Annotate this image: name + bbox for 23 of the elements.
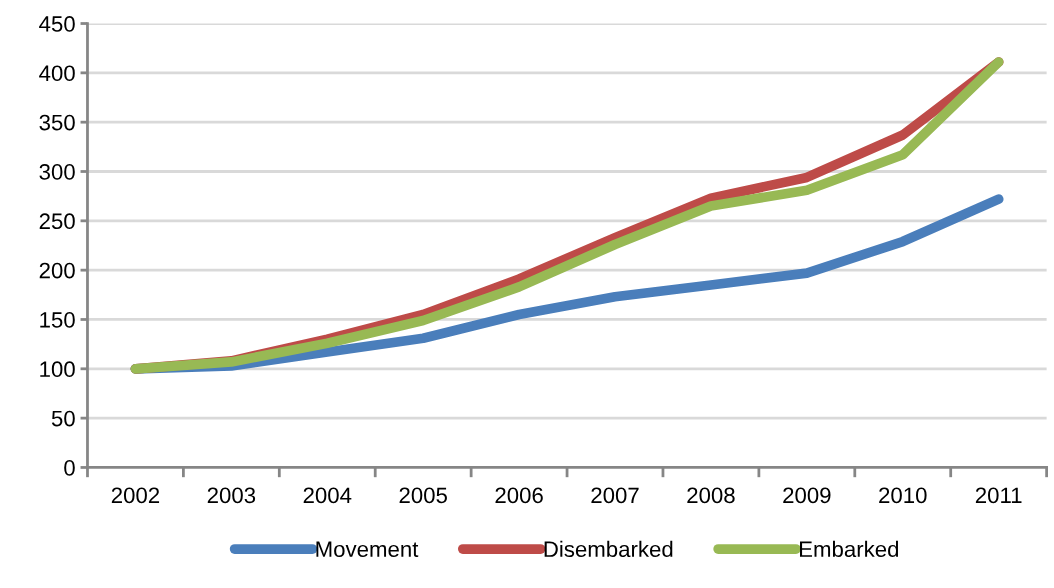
x-tick-label: 2005: [399, 487, 447, 504]
y-tick-label: 200: [39, 262, 75, 279]
x-tick-label: 2003: [207, 487, 256, 504]
y-tick-label: 350: [39, 114, 75, 131]
x-tick-label: 2006: [495, 487, 543, 504]
y-tick-label: 250: [39, 213, 75, 230]
x-tick-label: 2008: [687, 487, 735, 504]
x-tick-label: 2002: [111, 487, 160, 504]
legend-label: Movement: [316, 541, 419, 558]
x-tick-label: 2010: [879, 487, 927, 504]
x-tick-label: 2011: [975, 487, 1022, 504]
x-tick-label: 2007: [591, 487, 639, 504]
legend-label: Embarked: [800, 540, 899, 558]
y-tick-label: 50: [51, 410, 75, 427]
y-tick-label: 0: [64, 459, 75, 476]
y-tick-label: 100: [40, 361, 75, 378]
legend-label: Disembarked: [544, 540, 673, 558]
x-tick-label: 2004: [303, 487, 352, 504]
y-tick-label: 400: [39, 65, 75, 82]
x-tick-label: 2009: [783, 487, 831, 504]
y-tick-label: 300: [39, 164, 75, 180]
y-tick-label: 450: [39, 16, 75, 32]
y-tick-label: 150: [40, 312, 75, 328]
